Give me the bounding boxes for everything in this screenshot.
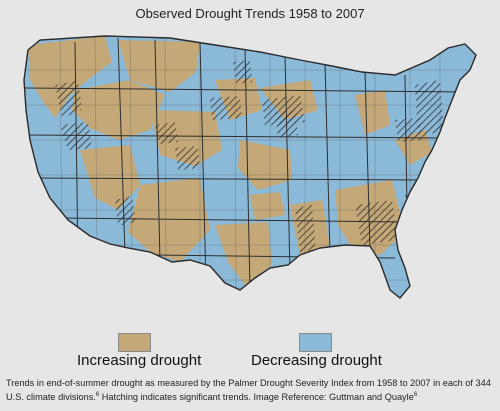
increasing-region [80, 145, 140, 210]
increasing-drought-swatch [118, 333, 151, 352]
us-map-regions [23, 35, 477, 299]
increasing-region [215, 222, 272, 285]
hatched-region [395, 118, 422, 142]
caption-text: Trends in end-of-summer drought as measu… [6, 378, 491, 403]
increasing-region [355, 90, 390, 135]
climate-division-lines [24, 36, 476, 291]
decreasing-drought-label: Decreasing drought [251, 352, 382, 369]
caption-text-2: Hatching indicates significant trends. I… [99, 392, 414, 403]
hatched-region [233, 60, 252, 84]
hatched-region [175, 146, 200, 170]
hatched-region [210, 96, 242, 120]
increasing-drought-label: Increasing drought [77, 352, 202, 369]
caption-note-mark-2: 6 [413, 392, 418, 398]
hatched-region [295, 205, 316, 252]
hatched-region [355, 200, 398, 245]
hatched-region [415, 80, 444, 138]
increasing-region [28, 36, 112, 118]
increasing-region [250, 192, 285, 220]
map-title: Observed Drought Trends 1958 to 2007 [135, 6, 365, 21]
caption-note-mark-1: 6 [95, 392, 100, 398]
increasing-region [72, 80, 165, 140]
hatched-region [155, 122, 178, 144]
increasing-region [118, 40, 200, 92]
figure-caption: Trends in end-of-summer drought as measu… [6, 377, 494, 403]
state-borders [24, 37, 471, 291]
increasing-region [128, 178, 210, 262]
decreasing-drought-swatch [299, 333, 332, 352]
increasing-region [238, 140, 292, 190]
